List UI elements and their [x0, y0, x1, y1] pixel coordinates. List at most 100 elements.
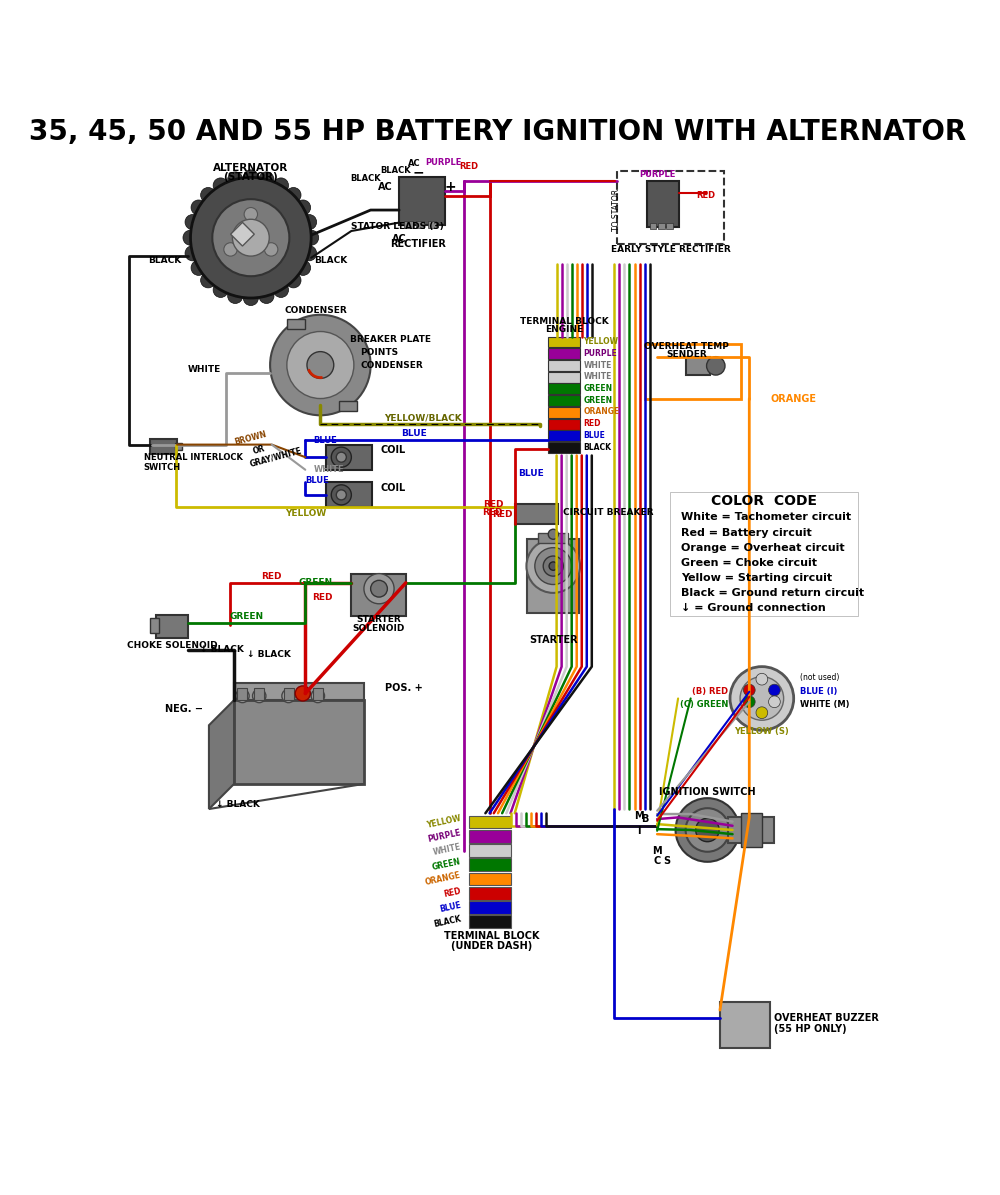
Bar: [720, 1001, 770, 1048]
Circle shape: [307, 351, 334, 379]
Circle shape: [296, 200, 311, 215]
Circle shape: [336, 490, 346, 500]
Circle shape: [244, 208, 258, 221]
Circle shape: [756, 673, 768, 685]
Text: ↓ BLACK: ↓ BLACK: [200, 645, 243, 655]
Text: RED: RED: [443, 887, 462, 899]
Text: YELLOW: YELLOW: [583, 337, 618, 347]
Circle shape: [287, 331, 354, 399]
Text: RED: RED: [583, 419, 601, 428]
Text: BLACK: BLACK: [350, 173, 381, 183]
Text: PURPLE: PURPLE: [427, 828, 462, 844]
Circle shape: [213, 282, 228, 298]
Text: ↓ BLACK: ↓ BLACK: [247, 650, 291, 658]
Bar: [548, 360, 580, 370]
Circle shape: [191, 200, 206, 215]
Text: GREEN: GREEN: [432, 857, 462, 872]
Text: Orange = Overheat circuit: Orange = Overheat circuit: [681, 543, 844, 552]
Circle shape: [185, 246, 200, 261]
Circle shape: [686, 808, 729, 852]
Circle shape: [526, 539, 580, 593]
Text: CIRCUIT BREAKER: CIRCUIT BREAKER: [563, 508, 654, 517]
Circle shape: [228, 288, 243, 304]
Bar: [469, 872, 511, 885]
Text: BREAKER PLATE: BREAKER PLATE: [350, 336, 431, 344]
Text: SENDER: SENDER: [666, 350, 707, 360]
Bar: [156, 614, 188, 638]
Text: M: M: [634, 810, 644, 821]
Text: GREEN: GREEN: [230, 612, 264, 621]
Text: OVERHEAT BUZZER: OVERHEAT BUZZER: [774, 1013, 879, 1023]
Bar: [647, 180, 679, 227]
Circle shape: [295, 686, 310, 701]
Circle shape: [259, 288, 274, 304]
Text: +: +: [444, 180, 456, 195]
Bar: [650, 222, 656, 229]
Circle shape: [243, 170, 258, 185]
Text: COIL: COIL: [381, 483, 406, 494]
Text: POS. +: POS. +: [385, 682, 423, 693]
Circle shape: [707, 356, 725, 375]
Circle shape: [253, 690, 266, 703]
Text: ORANGE: ORANGE: [425, 870, 462, 887]
Bar: [658, 222, 665, 229]
Circle shape: [548, 529, 558, 539]
Circle shape: [756, 706, 768, 718]
Text: RED: RED: [312, 594, 333, 602]
Text: STATOR LEADS (3): STATOR LEADS (3): [351, 222, 444, 232]
Circle shape: [282, 690, 295, 703]
Circle shape: [212, 200, 289, 276]
Text: TERMINAL BLOCK: TERMINAL BLOCK: [444, 931, 539, 942]
Circle shape: [730, 667, 794, 730]
Bar: [287, 319, 305, 329]
Text: TERMINAL BLOCK: TERMINAL BLOCK: [520, 317, 609, 326]
Text: Black = Ground return circuit: Black = Ground return circuit: [681, 588, 864, 598]
Bar: [469, 915, 511, 929]
Text: BLACK: BLACK: [433, 914, 462, 929]
Text: ALTERNATOR: ALTERNATOR: [213, 164, 288, 173]
Bar: [469, 858, 511, 871]
Text: RECTIFIER: RECTIFIER: [390, 239, 446, 249]
Text: BLUE: BLUE: [439, 900, 462, 914]
Text: BLACK: BLACK: [148, 256, 181, 265]
Bar: [728, 817, 774, 842]
Circle shape: [273, 178, 289, 192]
Circle shape: [743, 695, 755, 707]
Bar: [617, 171, 724, 245]
Circle shape: [286, 188, 301, 203]
Bar: [645, 344, 741, 399]
Text: White = Tachometer circuit: White = Tachometer circuit: [681, 513, 851, 522]
Text: PURPLE: PURPLE: [425, 158, 462, 167]
Bar: [548, 418, 580, 429]
Text: RED: RED: [482, 508, 502, 517]
Text: RED: RED: [262, 571, 282, 581]
Text: GREEN: GREEN: [583, 396, 613, 405]
Circle shape: [259, 172, 274, 186]
Text: BLUE: BLUE: [519, 470, 544, 478]
Bar: [469, 844, 511, 857]
Text: EARLY STYLE RECTIFIER: EARLY STYLE RECTIFIER: [611, 245, 730, 253]
Circle shape: [331, 447, 351, 467]
Circle shape: [296, 261, 311, 275]
Circle shape: [185, 215, 200, 229]
Text: STARTER: STARTER: [529, 635, 578, 645]
Text: ENGINE: ENGINE: [545, 325, 583, 335]
Bar: [548, 384, 580, 394]
Bar: [404, 221, 413, 227]
Text: YELLOW: YELLOW: [285, 509, 326, 517]
Bar: [548, 430, 580, 441]
Bar: [548, 396, 580, 406]
Text: GREEN: GREEN: [299, 578, 333, 587]
Circle shape: [549, 562, 557, 570]
Circle shape: [740, 676, 784, 721]
Text: WHITE (M): WHITE (M): [800, 700, 849, 709]
Circle shape: [371, 581, 387, 598]
Text: Red = Battery circuit: Red = Battery circuit: [681, 527, 811, 538]
Text: COIL: COIL: [381, 446, 406, 455]
Text: ORANGE: ORANGE: [583, 407, 620, 416]
Circle shape: [213, 178, 228, 192]
Bar: [234, 684, 364, 700]
Bar: [237, 687, 247, 700]
Text: M: M: [652, 846, 662, 856]
Text: RED: RED: [696, 191, 715, 201]
